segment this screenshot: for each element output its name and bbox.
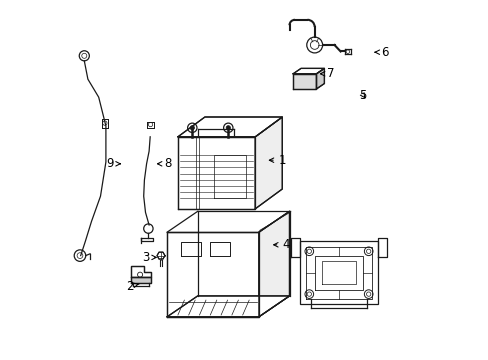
Polygon shape: [157, 252, 164, 259]
Text: 5: 5: [359, 89, 366, 102]
Text: 8: 8: [157, 157, 172, 170]
Text: 2: 2: [126, 280, 139, 293]
Text: 9: 9: [106, 157, 120, 170]
Circle shape: [225, 126, 230, 130]
Polygon shape: [102, 119, 107, 128]
Polygon shape: [255, 117, 282, 209]
Polygon shape: [178, 137, 255, 209]
Text: 4: 4: [273, 238, 289, 251]
Text: 1: 1: [269, 154, 285, 167]
Polygon shape: [147, 122, 153, 128]
Polygon shape: [292, 68, 324, 74]
Polygon shape: [292, 74, 316, 89]
Bar: [300, 241, 377, 304]
Polygon shape: [167, 296, 289, 317]
Polygon shape: [131, 266, 151, 277]
Polygon shape: [316, 68, 324, 89]
Polygon shape: [258, 211, 289, 317]
Text: 7: 7: [320, 67, 334, 80]
Text: 3: 3: [142, 251, 156, 264]
Polygon shape: [131, 277, 151, 283]
Text: 6: 6: [374, 46, 388, 59]
Circle shape: [190, 126, 194, 130]
Polygon shape: [167, 232, 258, 317]
Polygon shape: [178, 117, 282, 137]
